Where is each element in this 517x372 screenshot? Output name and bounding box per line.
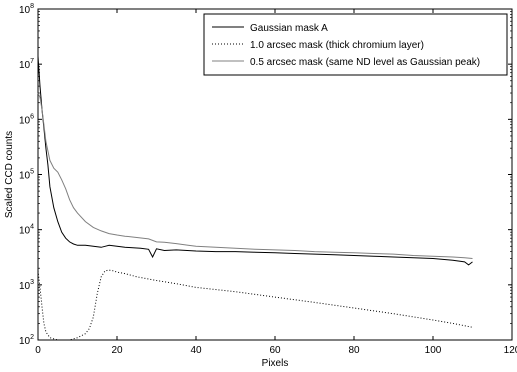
- legend-label-2: 1.0 arcsec mask (thick chromium layer): [250, 40, 424, 51]
- legend-label-1: Gaussian mask A: [250, 23, 328, 34]
- y-tick-label: 108: [19, 3, 34, 16]
- series-line-3: [37, 92, 473, 259]
- x-tick-label: 120: [504, 345, 517, 356]
- x-tick-label: 20: [111, 345, 123, 356]
- tick-layer: 0 20 40 60 80 100 120 102 103 104 105 106 107 108: [19, 3, 517, 356]
- x-tick-label: 0: [35, 345, 41, 356]
- legend-box: [203, 13, 508, 76]
- legend-items: Gaussian mask A 1.0 arcsec mask (thick ch…: [212, 23, 480, 68]
- x-tick-label: 40: [190, 345, 202, 356]
- y-tick-label: 105: [19, 169, 34, 182]
- y-tick-label: 102: [19, 334, 34, 347]
- x-tick-label: 60: [269, 345, 281, 356]
- series-line-1: [37, 56, 473, 266]
- y-tick-label: 103: [19, 279, 34, 292]
- y-tick-label: 106: [19, 113, 34, 126]
- y-tick-label: 107: [19, 58, 34, 71]
- legend-label-3: 0.5 arcsec mask (same ND level as Gaussi…: [250, 57, 480, 68]
- x-axis-label: Pixels: [262, 358, 289, 369]
- x-tick-label: 80: [348, 345, 360, 356]
- legend: Gaussian mask A 1.0 arcsec mask (thick ch…: [203, 13, 508, 76]
- x-tick-label: 100: [425, 345, 442, 356]
- series-layer: [37, 56, 473, 341]
- y-axis-label: Scaled CCD counts: [4, 131, 15, 218]
- y-tick-label: 104: [19, 224, 34, 237]
